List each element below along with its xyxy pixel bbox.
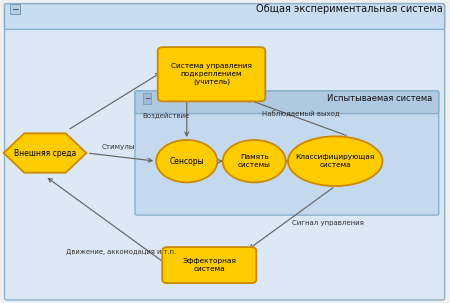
FancyBboxPatch shape (135, 91, 439, 215)
FancyBboxPatch shape (158, 47, 265, 101)
Text: Наблюдаемый выход: Наблюдаемый выход (262, 110, 339, 117)
Ellipse shape (223, 140, 286, 182)
Text: Классифицирующая
система: Классифицирующая система (296, 155, 375, 168)
Text: Воздействие: Воздействие (142, 112, 189, 119)
Text: Сигнал управления: Сигнал управления (292, 220, 364, 226)
Text: Стимулы: Стимулы (101, 144, 135, 150)
Text: Общая экспериментальная система: Общая экспериментальная система (256, 4, 443, 14)
FancyBboxPatch shape (4, 4, 445, 300)
Text: Сенсоры: Сенсоры (170, 157, 204, 166)
Text: Испытываемая система: Испытываемая система (327, 94, 432, 103)
Text: Движение, аккомодация и т.п.: Движение, аккомодация и т.п. (67, 249, 176, 255)
Polygon shape (4, 133, 86, 173)
FancyBboxPatch shape (4, 4, 445, 29)
Text: −: − (11, 5, 18, 14)
Text: Память
системы: Память системы (238, 155, 271, 168)
Ellipse shape (156, 140, 217, 182)
Text: Система управления
подкреплением
(учитель): Система управления подкреплением (учител… (171, 64, 252, 85)
Text: Внешняя среда: Внешняя среда (14, 148, 76, 158)
FancyBboxPatch shape (162, 247, 256, 283)
Ellipse shape (288, 136, 382, 186)
FancyBboxPatch shape (135, 91, 439, 114)
Text: Эффекторная
система: Эффекторная система (182, 258, 236, 272)
Text: −: − (144, 94, 150, 103)
